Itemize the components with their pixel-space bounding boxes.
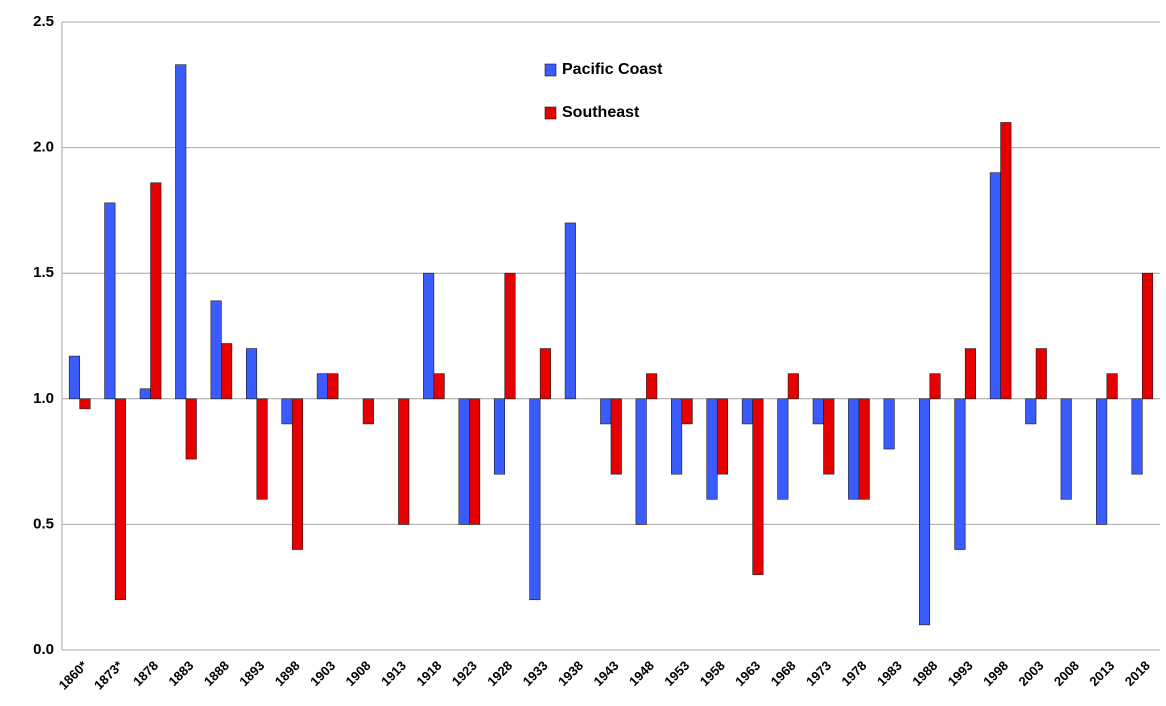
bar	[564, 222, 576, 400]
bar	[210, 300, 222, 400]
x-tick-label: 2018	[1122, 658, 1153, 689]
x-tick-label: 1988	[909, 658, 940, 689]
x-tick-label: 1908	[343, 658, 374, 689]
y-tick-label: 0.5	[33, 515, 54, 532]
bar	[1060, 398, 1072, 500]
y-tick-label: 1.0	[33, 390, 54, 407]
bar	[610, 398, 622, 475]
bar	[1141, 272, 1154, 400]
bar	[185, 398, 197, 460]
bar	[741, 398, 753, 425]
x-tick-label: 1923	[449, 658, 480, 689]
bar	[858, 398, 870, 500]
bar	[848, 398, 860, 500]
bar	[716, 398, 729, 475]
x-tick-label: 1973	[803, 658, 834, 689]
y-tick-label: 1.5	[33, 264, 54, 281]
x-tick-label: 1883	[165, 658, 196, 689]
bar	[600, 398, 612, 425]
bar	[918, 398, 931, 626]
bar	[954, 398, 966, 550]
bar	[316, 373, 328, 400]
x-tick-label: 1958	[697, 658, 728, 689]
bar	[256, 398, 268, 500]
x-tick-label: 1873*	[91, 657, 126, 692]
bar	[469, 398, 481, 525]
bar	[812, 398, 824, 425]
bar	[989, 172, 1001, 400]
bar	[671, 398, 683, 475]
bar	[964, 348, 976, 400]
x-tick-label: 1928	[484, 658, 515, 689]
x-tick-label: 1953	[661, 658, 692, 689]
bar	[752, 398, 764, 575]
bar	[1035, 348, 1047, 400]
x-tick-label: 1938	[555, 658, 586, 689]
bar	[175, 64, 187, 400]
x-tick-label: 1903	[307, 658, 338, 689]
y-tick-label: 2.0	[33, 139, 54, 156]
bar	[777, 398, 789, 500]
x-tick-label: 1898	[272, 658, 303, 689]
bar	[1131, 398, 1143, 475]
bar	[433, 373, 445, 400]
bar	[362, 398, 374, 425]
bar	[423, 272, 435, 400]
bar	[883, 398, 895, 450]
x-tick-label: 1993	[945, 658, 976, 689]
bar	[1106, 373, 1118, 400]
bar	[493, 398, 506, 475]
x-tick-label: 1978	[838, 658, 869, 689]
bar	[681, 398, 693, 425]
x-tick-label: 1998	[980, 658, 1011, 689]
legend-swatch	[544, 63, 557, 77]
x-tick-label: 1888	[201, 658, 232, 689]
legend-label: Southeast	[562, 104, 640, 121]
bar	[529, 398, 541, 601]
x-tick-label: 1933	[520, 658, 551, 689]
bar	[68, 355, 81, 400]
bar	[635, 398, 647, 525]
x-tick-label: 2008	[1051, 658, 1082, 689]
bar	[539, 348, 551, 400]
bar	[246, 348, 258, 400]
x-tick-label: 1918	[413, 658, 444, 689]
bar	[327, 373, 339, 400]
bar	[1096, 398, 1108, 525]
bar	[104, 202, 116, 400]
bar	[929, 373, 941, 400]
bar	[150, 182, 162, 400]
legend-label: Pacific Coast	[562, 61, 663, 78]
bar	[291, 398, 304, 550]
x-tick-label: 1893	[236, 658, 267, 689]
x-tick-label: 1983	[874, 658, 905, 689]
x-tick-label: 1913	[378, 658, 409, 689]
bar	[139, 388, 151, 400]
bar	[114, 398, 126, 601]
bar	[398, 398, 410, 525]
x-tick-label: 1860*	[56, 657, 91, 692]
bar	[787, 373, 799, 400]
bar	[706, 398, 718, 500]
bar	[504, 272, 516, 400]
bar	[79, 398, 91, 410]
bar	[458, 398, 470, 525]
y-tick-label: 2.5	[33, 13, 54, 30]
x-tick-label: 1968	[768, 658, 799, 689]
x-tick-label: 1878	[130, 658, 161, 689]
x-tick-label: 1948	[626, 658, 657, 689]
legend-swatch	[544, 106, 557, 120]
bar	[281, 398, 293, 425]
bar	[221, 343, 233, 400]
x-tick-label: 1963	[732, 658, 763, 689]
x-tick-label: 1943	[590, 658, 621, 689]
y-tick-label: 0.0	[33, 641, 54, 658]
bar	[646, 373, 658, 400]
bar	[1000, 122, 1012, 400]
bar	[823, 398, 835, 475]
x-tick-label: 2013	[1086, 658, 1117, 689]
bar	[1025, 398, 1037, 425]
x-tick-label: 2003	[1016, 658, 1047, 689]
